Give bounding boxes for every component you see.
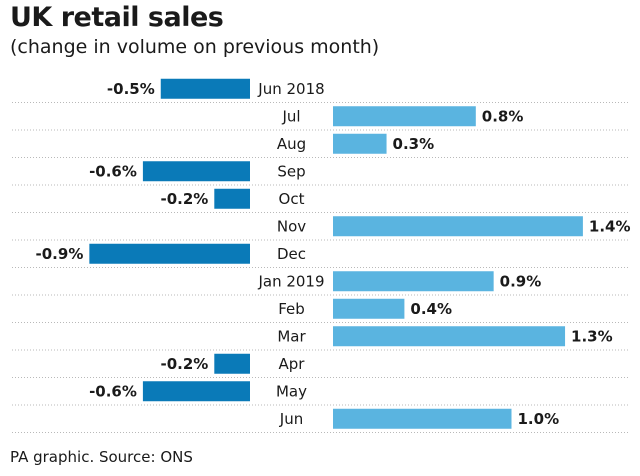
value-label: 0.4%	[410, 300, 452, 318]
bar-negative	[142, 161, 250, 182]
category-label: Apr	[279, 355, 306, 373]
category-label: Aug	[277, 135, 306, 153]
category-label: Jul	[281, 107, 300, 125]
category-label: Jun	[279, 410, 303, 428]
category-label: May	[276, 382, 307, 400]
value-label: -0.6%	[89, 382, 137, 400]
category-label: Sep	[277, 162, 305, 180]
bar-negative	[160, 78, 250, 99]
bar-positive	[333, 326, 566, 347]
bar-positive	[333, 298, 405, 319]
bar-positive	[333, 408, 512, 429]
value-label: -0.2%	[160, 190, 208, 208]
category-label: Feb	[278, 300, 305, 318]
value-label: 0.3%	[393, 135, 435, 153]
bar-positive	[333, 271, 494, 292]
category-label: Jan 2019	[257, 272, 324, 290]
value-label: 0.8%	[482, 107, 524, 125]
bar-positive	[333, 216, 583, 237]
value-label: 1.0%	[518, 410, 560, 428]
value-label: 0.9%	[500, 272, 542, 290]
value-label: -0.5%	[107, 80, 155, 98]
chart-title: UK retail sales	[10, 2, 224, 33]
bar-negative	[142, 381, 250, 402]
source-note: PA graphic. Source: ONS	[10, 448, 193, 466]
value-label: 1.4%	[589, 217, 631, 235]
value-label: -0.6%	[89, 162, 137, 180]
value-label: -0.9%	[36, 245, 84, 263]
bar-negative	[214, 353, 250, 374]
bar-negative	[214, 188, 250, 209]
category-label: Jun 2018	[257, 80, 324, 98]
bar-positive	[333, 106, 476, 127]
chart-subtitle: (change in volume on previous month)	[10, 36, 380, 58]
value-label: 1.3%	[571, 327, 613, 345]
value-label: -0.2%	[160, 355, 208, 373]
category-label: Oct	[279, 190, 305, 208]
category-label: Mar	[277, 327, 306, 345]
category-label: Nov	[277, 217, 306, 235]
bar-positive	[333, 133, 387, 154]
bar-negative	[89, 243, 250, 264]
category-label: Dec	[277, 245, 306, 263]
